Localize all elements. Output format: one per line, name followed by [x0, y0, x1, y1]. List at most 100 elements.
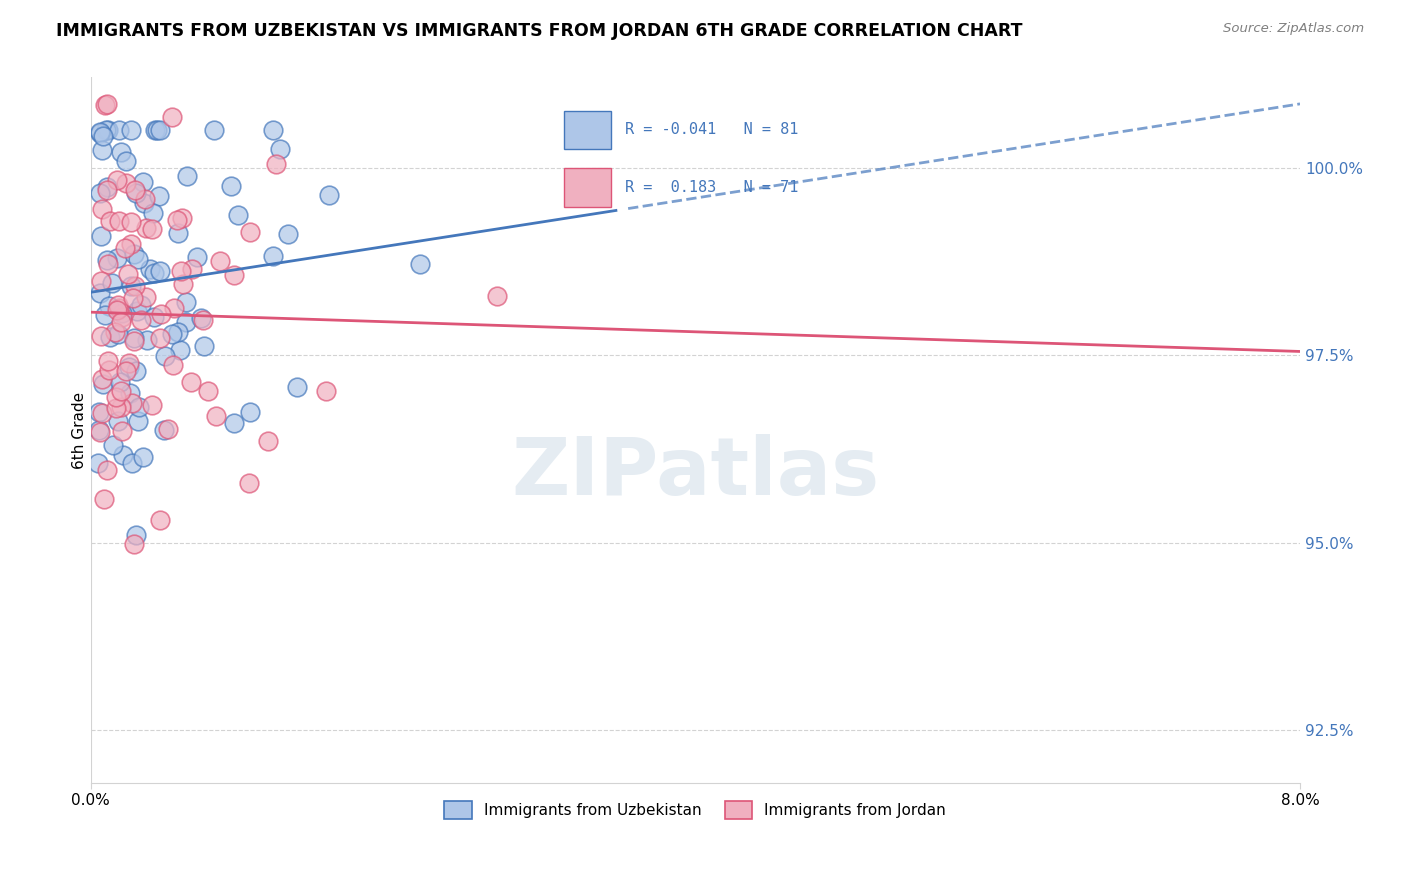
Point: [98, 213, 121, 227]
Point: [114, 364, 136, 378]
Point: [134, 196, 156, 211]
Point: [132, 175, 155, 189]
Point: [172, 211, 194, 225]
Point: [122, 537, 145, 551]
Point: [141, 398, 163, 412]
Point: [262, 123, 284, 137]
Point: [181, 261, 204, 276]
Point: [89, 286, 111, 301]
Point: [94, 123, 117, 137]
Point: [105, 390, 128, 404]
Point: [107, 303, 129, 318]
Point: [176, 295, 198, 310]
Point: [120, 279, 142, 293]
Point: [101, 276, 124, 290]
Point: [146, 123, 169, 137]
Point: [105, 173, 128, 187]
Point: [285, 380, 308, 394]
Point: [89, 425, 111, 439]
Point: [90, 274, 112, 288]
Point: [93, 376, 115, 391]
Point: [176, 169, 198, 183]
Point: [117, 267, 139, 281]
Point: [262, 249, 284, 263]
Point: [202, 123, 225, 137]
Point: [239, 405, 262, 419]
Point: [108, 301, 131, 315]
Point: [197, 384, 219, 398]
Point: [110, 384, 132, 399]
Point: [111, 306, 134, 320]
Point: [124, 364, 146, 378]
Point: [153, 423, 176, 437]
Point: [93, 491, 115, 506]
Point: [160, 327, 183, 342]
Point: [120, 123, 142, 137]
Point: [148, 189, 170, 203]
Point: [155, 349, 177, 363]
Point: [224, 416, 246, 430]
Point: [90, 328, 112, 343]
Point: [91, 371, 114, 385]
Point: [315, 384, 337, 398]
Point: [107, 326, 129, 341]
Point: [114, 240, 136, 254]
Point: [485, 288, 508, 302]
Point: [115, 153, 138, 168]
Point: [108, 123, 131, 137]
Point: [205, 409, 228, 424]
Point: [141, 222, 163, 236]
Point: [98, 330, 121, 344]
Point: [224, 268, 246, 283]
Point: [149, 331, 172, 345]
Point: [129, 297, 152, 311]
Point: [149, 123, 172, 137]
Point: [127, 252, 149, 267]
Point: [238, 475, 260, 490]
Point: [104, 326, 127, 340]
Point: [111, 448, 134, 462]
Point: [87, 456, 110, 470]
Text: Source: ZipAtlas.com: Source: ZipAtlas.com: [1223, 22, 1364, 36]
Point: [219, 179, 242, 194]
Point: [97, 123, 120, 137]
Point: [124, 278, 146, 293]
Point: [132, 450, 155, 465]
Point: [122, 247, 145, 261]
Point: [167, 226, 190, 240]
Point: [124, 183, 146, 197]
Point: [135, 290, 157, 304]
Point: [143, 310, 166, 324]
Point: [110, 315, 132, 329]
Point: [120, 237, 142, 252]
Point: [96, 97, 118, 112]
Point: [169, 343, 191, 358]
Text: ZIPatlas: ZIPatlas: [512, 434, 879, 512]
Point: [120, 214, 142, 228]
Point: [269, 143, 291, 157]
Point: [127, 414, 149, 428]
Point: [318, 188, 340, 202]
Point: [172, 277, 194, 291]
Point: [118, 356, 141, 370]
Point: [226, 208, 249, 222]
Point: [107, 414, 129, 428]
Point: [121, 291, 143, 305]
Point: [91, 129, 114, 144]
Point: [264, 157, 287, 171]
Point: [142, 206, 165, 220]
Point: [163, 301, 186, 315]
Point: [149, 306, 172, 320]
Point: [114, 176, 136, 190]
Point: [128, 401, 150, 415]
Point: [135, 220, 157, 235]
Point: [118, 386, 141, 401]
Point: [111, 424, 134, 438]
Point: [156, 421, 179, 435]
Point: [166, 212, 188, 227]
Point: [107, 298, 129, 312]
Point: [180, 375, 202, 389]
Point: [110, 401, 132, 415]
Point: [97, 354, 120, 368]
Legend: Immigrants from Uzbekistan, Immigrants from Jordan: Immigrants from Uzbekistan, Immigrants f…: [439, 795, 952, 825]
